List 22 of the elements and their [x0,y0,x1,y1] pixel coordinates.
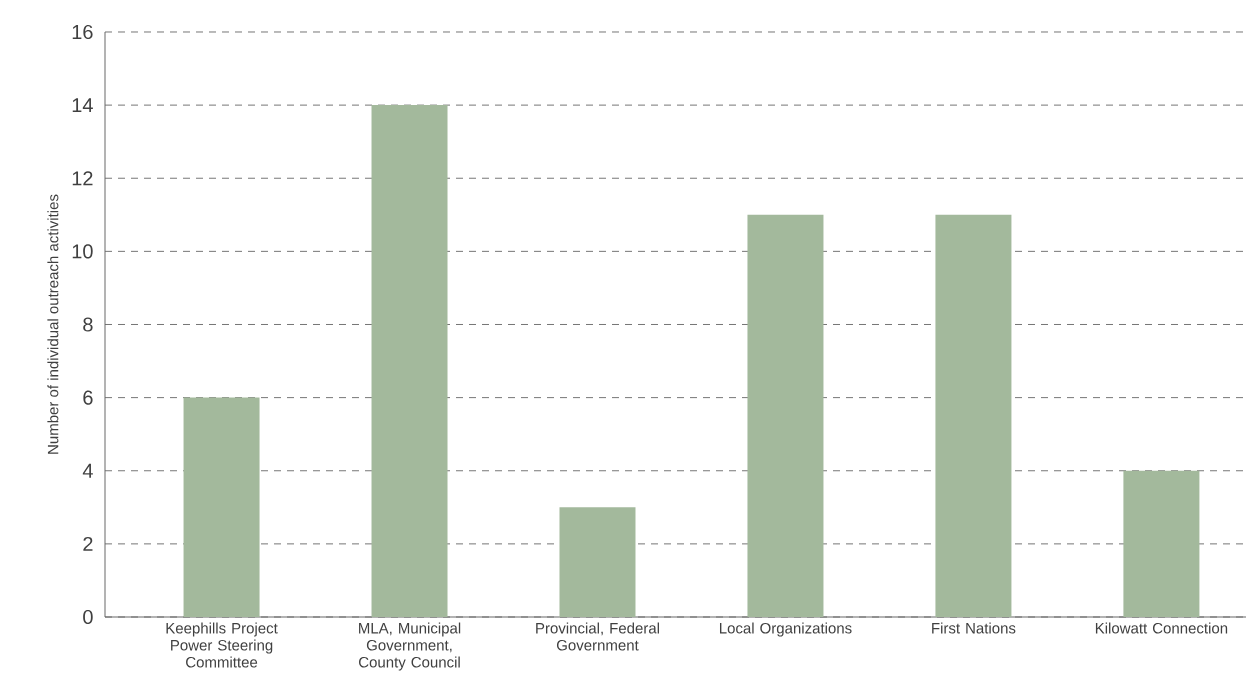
y-tick-label: 0 [83,609,93,625]
y-tick-label: 12 [72,171,93,186]
bar [559,507,636,617]
x-tick-label: MLA, Municipal Government, County Council [359,622,461,671]
x-tick-label: Provincial, Federal Government [536,622,659,651]
x-tick-label: First Nations [932,622,1016,634]
y-tick-label: 4 [82,463,93,478]
y-tick-label: 6 [83,390,93,405]
y-tick-label: 14 [72,98,93,112]
y-axis-title: Number of individual outreach activities [47,194,59,454]
x-tick-label: Keephills Project Power Steering Committee [166,622,278,668]
y-tick-label: 10 [72,244,93,259]
y-tick-label: 16 [72,24,93,40]
bar [371,105,448,617]
x-tick-label: Kilowatt Connection [1095,622,1228,634]
y-tick-label: 2 [83,536,93,551]
x-tick-label: Local Organizations [719,622,852,637]
bar [935,214,1012,617]
y-tick-label: 8 [83,317,93,332]
bar [1123,470,1200,617]
bar [183,397,260,617]
bar [747,214,824,617]
